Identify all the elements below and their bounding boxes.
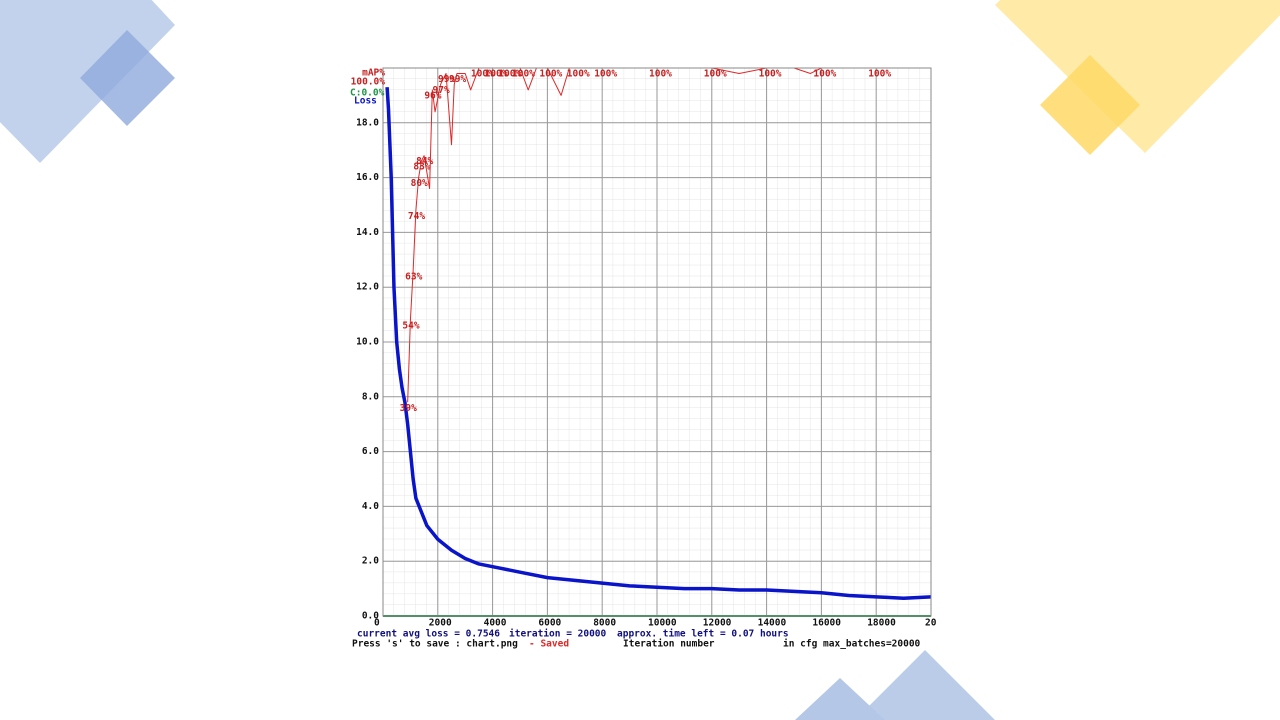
plot-frame	[382, 67, 932, 617]
status: in cfg max_batches=20000	[783, 639, 921, 650]
legend-loss: Loss	[354, 96, 377, 107]
status: iteration = 20000	[509, 629, 607, 640]
data-label: 100%	[649, 69, 672, 80]
x-tick-label: 0	[374, 618, 380, 629]
legend-map: mAP%	[362, 68, 385, 79]
x-tick-label: 16000	[812, 618, 841, 629]
data-label: 100%	[868, 69, 891, 80]
data-label: 100%	[539, 69, 562, 80]
x-tick-label: 14000	[758, 618, 787, 629]
y-tick-label: 2.0	[362, 556, 379, 567]
x-axis-label: Iteration number	[623, 639, 715, 650]
x-tick-label: 2000	[429, 618, 452, 629]
x-tick-label: 10000	[648, 618, 677, 629]
y2-tick-label: 100.0%	[351, 77, 386, 88]
status: current avg loss = 0.7546	[357, 629, 500, 640]
data-label: 100%	[567, 69, 590, 80]
y-tick-label: 18.0	[356, 117, 379, 128]
data-label: 63%	[405, 271, 422, 282]
status: - Saved	[529, 639, 569, 650]
series-line	[385, 87, 932, 600]
data-label: 54%	[402, 321, 419, 332]
x-tick-label: 8000	[593, 618, 616, 629]
data-label: 100%	[594, 69, 617, 80]
data-label: 100%	[471, 69, 494, 80]
x-tick-label: 12000	[703, 618, 732, 629]
data-label: 99%	[449, 74, 466, 85]
data-label: 100%	[485, 69, 508, 80]
y-tick-label: 0.0	[362, 611, 379, 622]
data-label: 100%	[512, 69, 535, 80]
data-label: 100%	[498, 69, 521, 80]
data-label: 100%	[813, 69, 836, 80]
data-label: 39%	[400, 403, 417, 414]
data-label: 74%	[408, 211, 425, 222]
legend-c: C:0.0%	[350, 88, 385, 99]
data-label: 97%	[433, 85, 450, 96]
status: approx. time left = 0.07 hours	[617, 629, 789, 640]
x-tick-label: 20	[925, 618, 937, 629]
data-label: 84%	[416, 156, 433, 167]
data-label: 99%	[438, 74, 455, 85]
status: Press 's' to save : chart.png	[352, 639, 518, 650]
x-tick-label: 18000	[867, 618, 896, 629]
y-tick-label: 12.0	[356, 282, 379, 293]
y-tick-label: 10.0	[356, 337, 379, 348]
y-tick-label: 16.0	[356, 172, 379, 183]
y-tick-label: 6.0	[362, 446, 379, 457]
x-tick-label: 6000	[538, 618, 561, 629]
data-label: 80%	[411, 178, 428, 189]
x-tick-label: 4000	[484, 618, 507, 629]
data-label: 96%	[424, 90, 441, 101]
data-label: 83%	[413, 162, 430, 173]
y-tick-label: 4.0	[362, 501, 379, 512]
y-tick-label: 8.0	[362, 391, 379, 402]
y-tick-label: 14.0	[356, 227, 379, 238]
data-label: 100%	[704, 69, 727, 80]
data-label: 100%	[759, 69, 782, 80]
